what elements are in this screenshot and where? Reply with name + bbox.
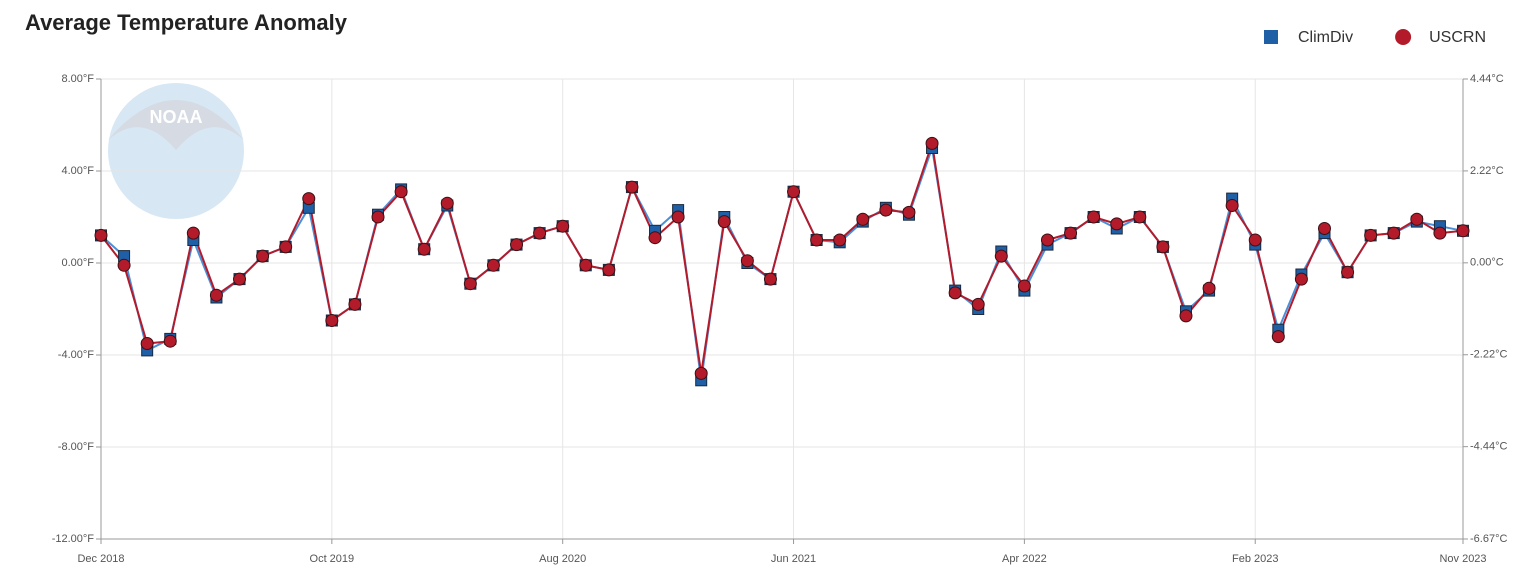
point-circle — [140, 337, 154, 350]
x-tick-label: Nov 2023 — [1439, 553, 1486, 565]
point-circle — [1179, 309, 1193, 323]
watermark-logo — [108, 83, 244, 219]
point-circle — [394, 185, 408, 199]
point-circle — [1387, 226, 1401, 240]
point-circle — [971, 297, 985, 311]
legend-label: USCRN — [1429, 29, 1486, 46]
point-circle — [833, 233, 847, 247]
point-circle — [902, 205, 916, 219]
y-tick-label: -8.00°F — [58, 441, 94, 453]
point-circle — [1017, 279, 1031, 293]
point-circle — [694, 366, 708, 380]
point-circle — [1364, 228, 1378, 242]
point-circle — [925, 136, 939, 150]
point-circle — [787, 185, 801, 199]
point-circle — [1271, 330, 1285, 344]
point-circle — [533, 226, 547, 240]
point-circle — [209, 288, 223, 302]
point-circle — [117, 258, 131, 272]
point-circle — [1110, 217, 1124, 231]
point-circle — [602, 263, 616, 277]
point-circle — [1087, 210, 1101, 224]
legend-swatch — [1264, 30, 1278, 44]
point-circle — [1225, 199, 1239, 212]
x-tick-label: Jun 2021 — [771, 553, 816, 565]
point-circle — [1410, 212, 1424, 226]
x-tick-label: Feb 2023 — [1232, 553, 1278, 565]
point-circle — [1341, 265, 1355, 279]
point-circle — [994, 249, 1008, 263]
point-circle — [1202, 281, 1216, 295]
point-circle — [856, 212, 870, 226]
point-circle — [1456, 224, 1470, 238]
legend-label: ClimDiv — [1298, 29, 1353, 46]
point-circle — [302, 192, 316, 206]
point-circle — [279, 240, 293, 254]
point-circle — [948, 286, 962, 300]
point-circle — [717, 215, 731, 229]
point-circle — [371, 210, 385, 224]
point-circle — [1433, 226, 1447, 240]
point-circle — [256, 249, 270, 263]
y2-tick-label: 4.44°C — [1470, 73, 1504, 85]
point-circle — [879, 203, 893, 217]
y2-tick-label: 2.22°C — [1470, 165, 1504, 177]
point-circle — [486, 258, 500, 272]
point-circle — [348, 297, 362, 311]
point-circle — [440, 196, 454, 210]
point-circle — [463, 277, 477, 291]
point-circle — [1294, 272, 1308, 286]
point-circle — [579, 258, 593, 272]
point-circle — [1317, 222, 1331, 235]
x-tick-label: Oct 2019 — [310, 553, 355, 565]
point-circle — [810, 233, 824, 247]
y-tick-label: 4.00°F — [61, 165, 94, 177]
chart-title: Average Temperature Anomaly — [25, 10, 348, 35]
point-circle — [94, 228, 108, 242]
point-circle — [163, 334, 177, 348]
point-circle — [325, 314, 339, 327]
point-circle — [648, 231, 662, 245]
point-circle — [233, 272, 247, 286]
point-circle — [625, 180, 639, 194]
y-tick-label: 8.00°F — [61, 73, 94, 85]
point-circle — [763, 272, 777, 286]
y2-tick-label: 0.00°C — [1470, 257, 1504, 269]
y2-tick-label: -6.67°C — [1470, 533, 1507, 545]
y-tick-label: 0.00°F — [61, 257, 94, 269]
point-circle — [556, 219, 570, 233]
series-line — [100, 147, 1464, 381]
point-circle — [1064, 226, 1078, 240]
point-circle — [510, 238, 524, 252]
y-tick-label: -12.00°F — [52, 533, 95, 545]
point-circle — [1133, 210, 1147, 224]
y2-tick-label: -2.22°C — [1470, 349, 1507, 361]
y2-tick-label: -4.44°C — [1470, 441, 1507, 453]
point-circle — [1248, 233, 1262, 247]
x-tick-label: Aug 2020 — [539, 553, 586, 565]
point-circle — [417, 242, 431, 256]
point-circle — [740, 254, 754, 268]
y-tick-label: -4.00°F — [58, 349, 94, 361]
point-circle — [186, 226, 200, 240]
point-circle — [1040, 233, 1054, 247]
legend-swatch — [1395, 29, 1412, 45]
watermark-text: NOAA — [150, 107, 203, 127]
point-circle — [671, 210, 685, 224]
x-tick-label: Dec 2018 — [77, 553, 124, 565]
point-circle — [1156, 240, 1170, 254]
series-line — [100, 143, 1464, 374]
x-tick-label: Apr 2022 — [1002, 553, 1047, 565]
